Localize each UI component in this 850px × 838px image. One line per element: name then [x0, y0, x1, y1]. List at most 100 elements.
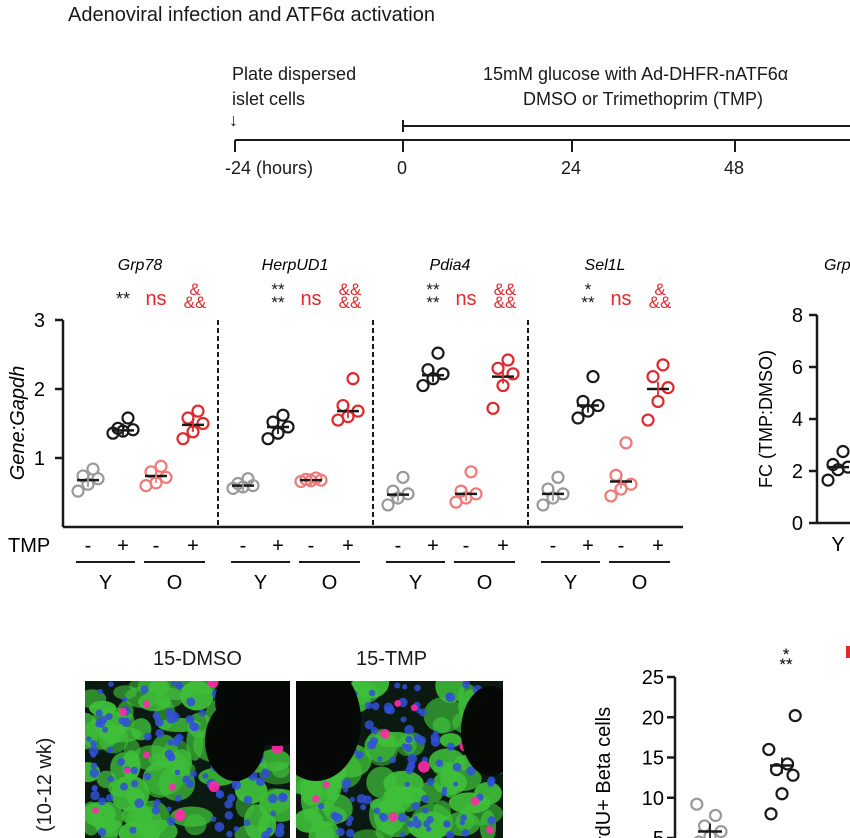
nucleus-stain: [453, 781, 459, 787]
nucleus-stain: [121, 717, 131, 727]
significance-marker: ns: [145, 288, 166, 310]
nucleus-stain: [435, 759, 444, 768]
data-point: [336, 398, 350, 413]
nucleus-stain: [487, 816, 496, 825]
microscopy-image-dmso: [85, 681, 290, 838]
nucleus-stain: [383, 702, 394, 712]
data-point: [775, 787, 789, 801]
data-point: [176, 432, 190, 446]
insulin-stain: [122, 750, 141, 780]
data-point: [191, 404, 205, 418]
nucleus-stain: [86, 736, 92, 742]
tmp-sign: +: [272, 535, 284, 557]
data-point: [604, 489, 618, 503]
nucleus-stain: [90, 790, 100, 801]
data-point: [431, 346, 445, 360]
y-tick-label: 2: [792, 461, 803, 483]
y-tick-label: 15: [642, 748, 664, 770]
gene-name: Grp78: [118, 257, 163, 274]
data-point: [762, 742, 776, 757]
data-point: [708, 808, 723, 823]
nucleus-stain: [166, 816, 176, 826]
insulin-stain: [432, 717, 451, 734]
data-point: [693, 835, 705, 838]
brdu-beta-cells-chart: 5 10 15 20 25 rdU+ Beta cells ***: [593, 645, 850, 838]
nucleus-stain: [373, 807, 381, 815]
tmp-row-label: TMP: [8, 535, 50, 557]
age-label: O: [477, 572, 493, 594]
y-axis-label: FC (TMP:DMSO): [756, 350, 776, 488]
data-point: [836, 444, 850, 459]
tmp-sign: -: [463, 535, 470, 557]
data-point: [276, 408, 290, 422]
nucleus-stain: [406, 820, 415, 828]
insulin-stain: [435, 681, 466, 703]
data-point: [486, 401, 500, 415]
data-point: [501, 353, 515, 367]
significance-marker: &&: [184, 293, 207, 312]
nucleus-stain: [394, 682, 401, 689]
nucleus-stain: [90, 740, 97, 747]
nucleus-stain: [151, 806, 161, 815]
data-point: [464, 465, 478, 479]
brdu-stain: [174, 809, 186, 821]
nucleus-stain: [418, 708, 427, 717]
nucleus-stain: [152, 711, 161, 720]
nucleus-stain: [317, 802, 325, 810]
nucleus-stain: [227, 794, 236, 803]
nucleus-stain: [268, 793, 278, 804]
nucleus-stain: [182, 775, 190, 784]
nucleus-stain: [445, 830, 455, 838]
data-point: [551, 470, 565, 484]
nucleus-stain: [260, 768, 271, 778]
significance-marker: &&: [339, 293, 362, 312]
age-label: O: [167, 572, 183, 594]
nucleus-stain: [108, 681, 114, 688]
y-tick-label: 25: [642, 667, 664, 689]
data-point: [121, 411, 135, 425]
data-point: [661, 381, 675, 395]
nucleus-stain: [226, 830, 233, 838]
y-tick-label: 1: [34, 448, 45, 470]
nucleus-stain: [174, 733, 184, 743]
nucleus-stain: [460, 814, 468, 821]
nucleus-stain: [417, 736, 427, 745]
timeline-left-label-2: islet cells: [232, 89, 306, 109]
nucleus-stain: [169, 712, 180, 723]
tmp-sign: -: [240, 535, 247, 557]
nucleus-stain: [404, 724, 414, 735]
nucleus-stain: [255, 777, 266, 787]
nucleus-stain: [442, 786, 448, 792]
nucleus-stain: [407, 753, 418, 764]
nucleus-stain: [370, 726, 379, 735]
insulin-stain: [385, 785, 427, 804]
nucleus-stain: [367, 740, 377, 750]
nucleus-stain: [95, 709, 103, 717]
age-label: Y: [409, 572, 422, 594]
nucleus-stain: [377, 756, 383, 762]
brdu-stain: [380, 728, 391, 739]
nucleus-stain: [198, 709, 206, 717]
nucleus-stain: [412, 819, 422, 829]
data-point: [764, 807, 778, 821]
significance-marker: **: [271, 293, 285, 312]
nucleus-stain: [423, 820, 431, 828]
nucleus-stain: [349, 796, 355, 803]
nucleus-stain: [378, 812, 386, 820]
data-point: [624, 477, 638, 491]
nucleus-stain: [171, 681, 177, 687]
nucleus-stain: [97, 688, 103, 695]
nucleus-stain: [129, 826, 137, 834]
insulin-stain: [113, 685, 137, 700]
significance-marker: *: [585, 280, 592, 299]
microscopy-image-tmp: [296, 681, 503, 838]
brdu-stain: [124, 767, 131, 774]
nucleus-stain: [167, 753, 176, 762]
data-point: [416, 378, 430, 393]
tmp-sign: -: [618, 535, 625, 557]
brdu-stain: [118, 707, 127, 716]
nucleus-stain: [399, 832, 406, 838]
y-tick-label: 3: [34, 310, 45, 332]
data-point: [154, 459, 168, 473]
nucleus-stain: [140, 685, 149, 694]
